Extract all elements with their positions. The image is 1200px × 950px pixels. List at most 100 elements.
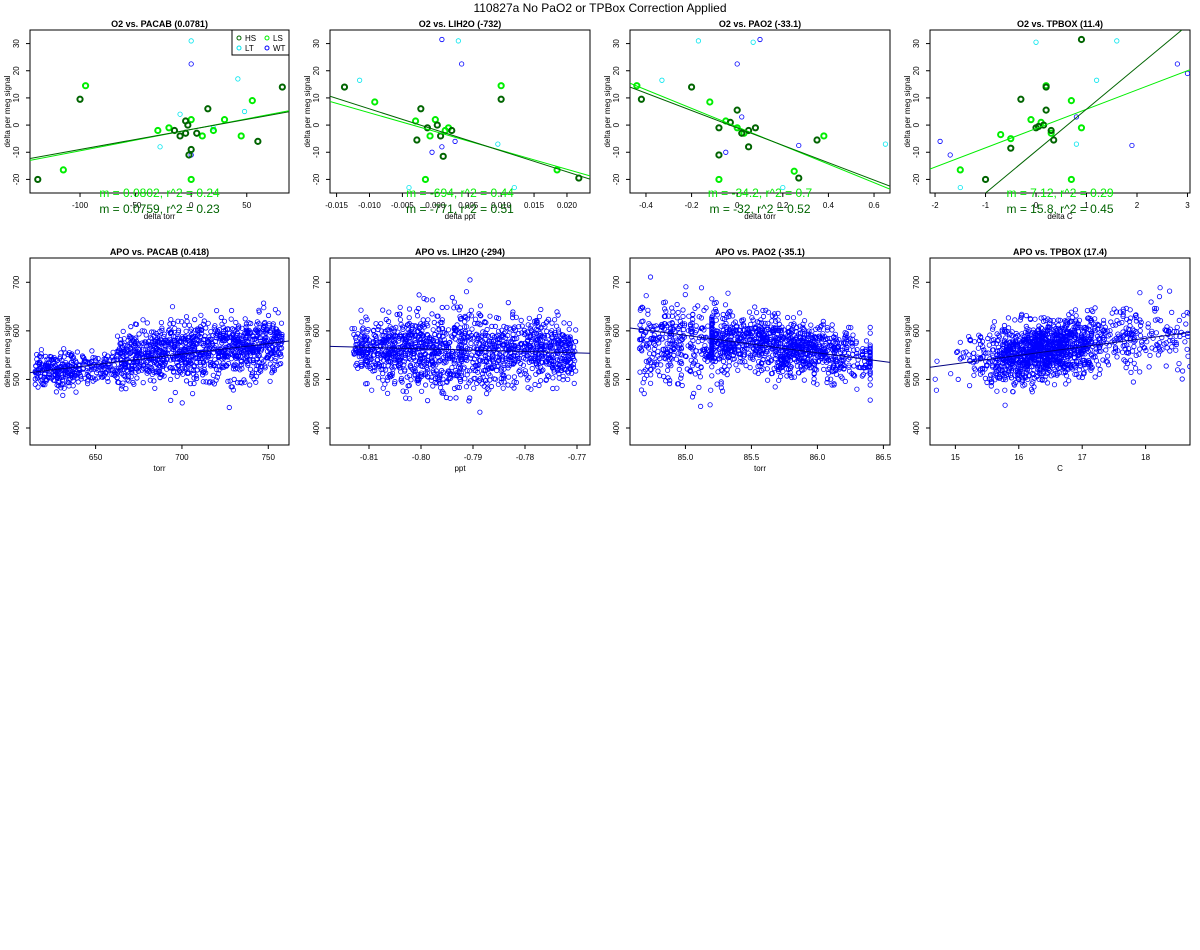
x-tick-label: 0.005 <box>458 201 479 210</box>
x-tick-label: -0.2 <box>685 201 699 210</box>
point-ls <box>790 167 798 175</box>
x-tick-label: -50 <box>130 201 142 210</box>
y-tick-label: 10 <box>312 93 321 102</box>
y-axis-label: delta per meg signal <box>3 75 12 147</box>
point-wt <box>1174 61 1180 67</box>
panel-title: O2 vs. PACAB (0.0781) <box>111 19 208 29</box>
legend-marker-lt <box>236 45 242 51</box>
y-tick-label: 20 <box>912 66 921 75</box>
point-ls <box>497 82 505 90</box>
point-hs <box>1047 126 1055 135</box>
plot-area <box>630 36 890 191</box>
point-lt <box>357 77 363 83</box>
point-wt <box>757 36 763 43</box>
point-hs <box>1017 95 1025 103</box>
point-hs <box>448 126 456 135</box>
plot-area <box>930 285 1190 408</box>
y-tick-label: 700 <box>12 275 21 289</box>
point-ls <box>198 132 206 140</box>
fit-line <box>930 331 1190 368</box>
y-tick-label: 10 <box>912 93 921 102</box>
fit-annotation-dark: m = 0.0759, r^2 = 0.23 <box>99 202 220 216</box>
point-lt <box>511 184 517 191</box>
y-tick-label: -10 <box>12 146 21 158</box>
y-tick-label: 20 <box>312 66 321 75</box>
point-hs <box>715 151 723 159</box>
point-hs <box>1042 106 1050 114</box>
panel-title: APO vs. LIH2O (-294) <box>415 247 505 257</box>
plot-frame <box>29 29 290 194</box>
x-tick-label: 86.5 <box>876 453 892 462</box>
y-tick-label: 700 <box>312 275 321 289</box>
plot-area <box>30 38 289 184</box>
x-axis-label: torr <box>154 464 166 473</box>
point-hs <box>176 132 184 140</box>
panel-title: APO vs. PAO2 (-35.1) <box>715 247 805 257</box>
point-hs <box>1077 35 1086 44</box>
point-wt <box>723 149 729 155</box>
x-axis-label: delta C <box>1047 212 1073 221</box>
point-hs <box>340 83 349 91</box>
plot-area <box>930 30 1190 193</box>
x-tick-label: 50 <box>242 201 251 210</box>
fit-line-dark <box>630 86 890 187</box>
point-wt <box>796 142 802 149</box>
point-ls <box>248 97 256 105</box>
panel-2: O2 vs. LIH2O (-732) delta ppt delta per me… <box>303 19 591 221</box>
fit-line-dark <box>330 95 590 180</box>
y-tick-label: 600 <box>312 324 321 338</box>
x-axis-label: delta torr <box>144 212 176 221</box>
point-lt <box>957 184 963 191</box>
fit-annotation-dark: m = -771, r^2 = 0.51 <box>406 202 514 216</box>
fit-line-dark <box>30 111 289 159</box>
point-hs <box>1050 136 1058 144</box>
y-tick-label: 20 <box>612 66 621 75</box>
fit-line-light <box>330 100 590 177</box>
point-hs <box>738 129 746 137</box>
point-wt <box>188 61 194 67</box>
point-wt <box>1129 142 1135 149</box>
point-ls <box>237 132 245 140</box>
y-tick-label: -20 <box>912 173 921 185</box>
point-ls <box>187 175 195 184</box>
point-wt <box>459 61 465 67</box>
legend-label-ls: LS <box>273 34 283 43</box>
y-tick-label: 20 <box>12 66 21 75</box>
plot-frame <box>329 29 591 194</box>
point-hs <box>744 143 753 151</box>
x-tick-label: 0 <box>735 201 740 210</box>
point-wt <box>1073 114 1080 120</box>
point-ls <box>154 126 162 135</box>
y-axis-label: delta per meg signal <box>303 315 312 387</box>
point-wt <box>734 61 740 67</box>
scatter-points <box>932 285 1190 408</box>
plot-frame <box>629 29 891 194</box>
point-ls <box>1067 97 1075 105</box>
x-axis-label: torr <box>754 464 766 473</box>
point-wt <box>739 114 745 120</box>
x-tick-label: 700 <box>175 453 189 462</box>
y-tick-label: -10 <box>912 146 921 158</box>
point-wt <box>439 36 445 43</box>
y-tick-label: 400 <box>612 421 621 435</box>
x-tick-label: -1 <box>982 201 990 210</box>
panel-title: APO vs. TPBOX (17.4) <box>1013 247 1107 257</box>
panel-4: O2 vs. TPBOX (11.4) delta C delta per meg … <box>903 19 1191 221</box>
y-tick-label: 500 <box>612 372 621 386</box>
x-tick-label: 0 <box>189 201 194 210</box>
fit-line <box>30 340 289 374</box>
point-hs <box>1007 144 1015 152</box>
y-tick-label: -10 <box>612 146 621 158</box>
point-hs <box>733 106 741 114</box>
point-ls <box>706 98 714 106</box>
x-tick-label: 0 <box>1034 201 1039 210</box>
y-tick-label: 0 <box>912 122 921 127</box>
y-tick-label: -10 <box>312 146 321 158</box>
x-axis-label: ppt <box>454 464 466 473</box>
point-ls <box>1067 175 1075 184</box>
y-axis-label: delta per meg signal <box>903 315 912 387</box>
x-tick-label: 1 <box>1084 201 1089 210</box>
x-tick-label: 86.0 <box>810 453 826 462</box>
point-hs <box>34 175 42 184</box>
point-wt <box>439 144 445 150</box>
